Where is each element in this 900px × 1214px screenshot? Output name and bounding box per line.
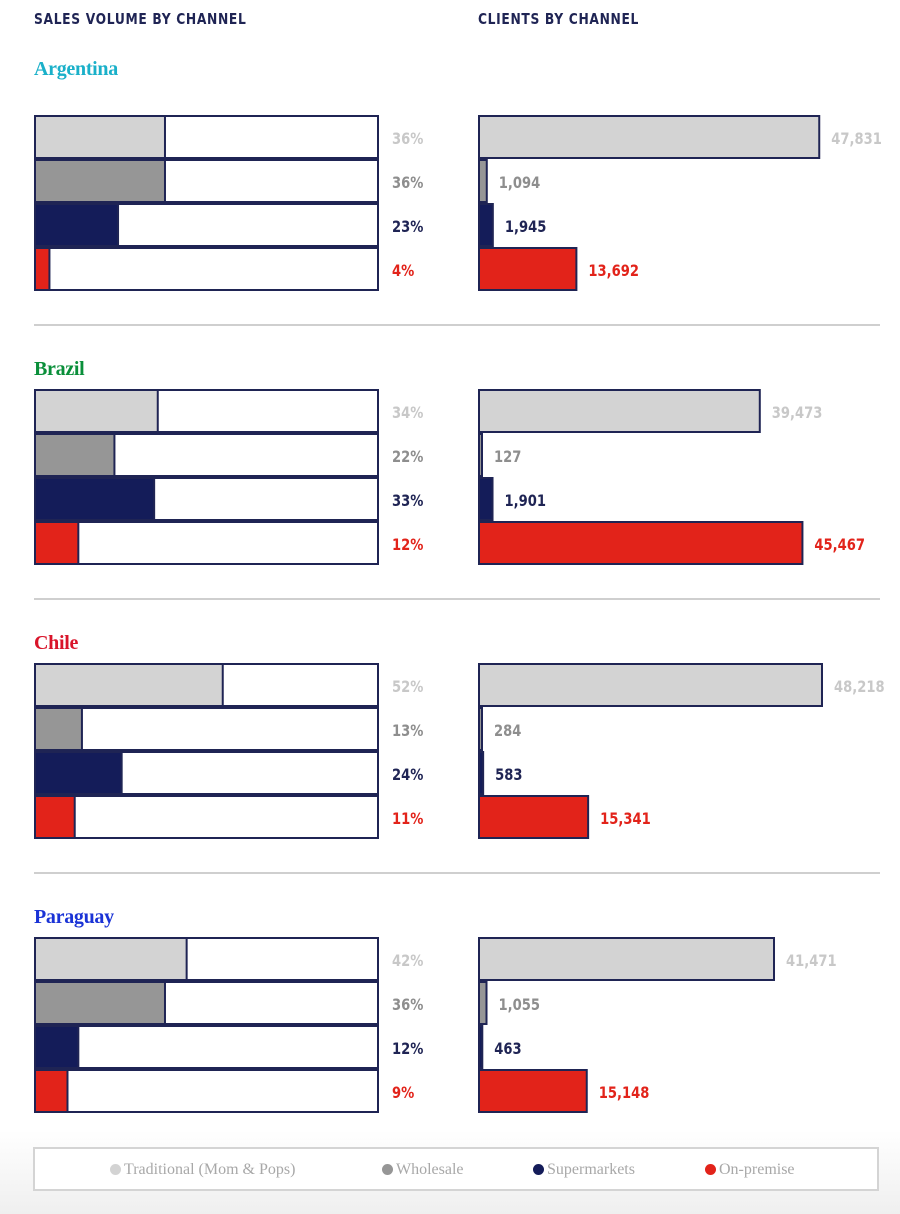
sales-bar-frame-argentina-on-premise (34, 247, 379, 291)
clients-bar-brazil-on-premise (478, 521, 804, 565)
sales-bar-brazil-traditional (34, 389, 159, 433)
sales-bar-frame-chile-on-premise (34, 795, 379, 839)
sales-bar-frame-chile-wholesale (34, 707, 379, 751)
sales-label-brazil-on-premise: 12% (392, 536, 424, 555)
legend-item-on-premise: On-premise (705, 1161, 795, 1179)
sales-bar-frame-brazil-on-premise (34, 521, 379, 565)
clients-bar-paraguay-on-premise (478, 1069, 588, 1113)
clients-label-chile-supermarkets: 583 (495, 766, 522, 785)
sales-volume-header: SALES VOLUME BY CHANNEL (34, 10, 247, 28)
sales-bar-brazil-on-premise (34, 521, 80, 565)
legend-item-wholesale: Wholesale (382, 1161, 464, 1179)
clients-bar-brazil-traditional (478, 389, 761, 433)
clients-label-brazil-traditional: 39,473 (772, 404, 823, 423)
clients-label-brazil-wholesale: 127 (494, 448, 521, 467)
sales-label-chile-on-premise: 11% (392, 810, 424, 829)
legend-label-traditional: Traditional (Mom & Pops) (124, 1161, 296, 1178)
clients-bar-paraguay-wholesale (478, 981, 488, 1025)
legend-dot-traditional (110, 1164, 121, 1175)
clients-label-argentina-wholesale: 1,094 (499, 174, 540, 193)
sales-bar-brazil-wholesale (34, 433, 116, 477)
sales-bar-frame-paraguay-on-premise (34, 1069, 379, 1113)
sales-label-paraguay-wholesale: 36% (392, 996, 424, 1015)
clients-bar-chile-supermarkets (478, 751, 485, 795)
sales-label-paraguay-traditional: 42% (392, 952, 424, 971)
sales-label-argentina-traditional: 36% (392, 130, 424, 149)
sales-bar-chile-traditional (34, 663, 224, 707)
country-title-chile: Chile (34, 632, 78, 654)
country-title-paraguay: Paraguay (34, 906, 114, 928)
clients-bar-paraguay-supermarkets (478, 1025, 484, 1069)
sales-bar-argentina-on-premise (34, 247, 51, 291)
country-title-argentina: Argentina (34, 58, 118, 80)
clients-label-chile-traditional: 48,218 (834, 678, 885, 697)
sales-label-chile-supermarkets: 24% (392, 766, 424, 785)
clients-bar-paraguay-traditional (478, 937, 776, 981)
legend-dot-supermarkets (533, 1164, 544, 1175)
legend-item-traditional: Traditional (Mom & Pops) (110, 1161, 295, 1179)
legend: Traditional (Mom & Pops) Wholesale Super… (33, 1147, 879, 1191)
clients-bar-chile-traditional (478, 663, 823, 707)
clients-label-brazil-supermarkets: 1,901 (505, 492, 546, 511)
sales-bar-chile-supermarkets (34, 751, 123, 795)
clients-bar-argentina-traditional (478, 115, 821, 159)
sales-label-argentina-on-premise: 4% (392, 262, 415, 281)
clients-label-argentina-traditional: 47,831 (831, 130, 882, 149)
sales-bar-frame-paraguay-supermarkets (34, 1025, 379, 1069)
clients-bar-brazil-wholesale (478, 433, 483, 477)
sales-label-chile-wholesale: 13% (392, 722, 424, 741)
clients-label-paraguay-traditional: 41,471 (786, 952, 837, 971)
sales-bar-chile-on-premise (34, 795, 76, 839)
clients-label-brazil-on-premise: 45,467 (814, 536, 865, 555)
country-title-brazil: Brazil (34, 358, 85, 380)
clients-label-paraguay-on-premise: 15,148 (599, 1084, 650, 1103)
sales-label-argentina-wholesale: 36% (392, 174, 424, 193)
legend-label-wholesale: Wholesale (396, 1161, 464, 1178)
channel-chart: Argentina 36% 36% 23% 4% 47,831 1,094 1,945 13,6… (34, 58, 885, 1113)
sales-bar-argentina-supermarkets (34, 203, 120, 247)
clients-bar-chile-wholesale (478, 707, 483, 751)
sales-label-paraguay-on-premise: 9% (392, 1084, 415, 1103)
clients-label-argentina-on-premise: 13,692 (588, 262, 639, 281)
clients-header: CLIENTS BY CHANNEL (478, 10, 640, 28)
clients-bar-argentina-supermarkets (478, 203, 494, 247)
sales-bar-paraguay-supermarkets (34, 1025, 80, 1069)
sales-bar-chile-wholesale (34, 707, 83, 751)
clients-bar-chile-on-premise (478, 795, 590, 839)
sales-bar-paraguay-on-premise (34, 1069, 69, 1113)
clients-label-argentina-supermarkets: 1,945 (505, 218, 546, 237)
legend-item-supermarkets: Supermarkets (533, 1161, 635, 1179)
legend-dot-on-premise (705, 1164, 716, 1175)
clients-bar-argentina-on-premise (478, 247, 578, 291)
sales-label-brazil-wholesale: 22% (392, 448, 424, 467)
sales-bar-brazil-supermarkets (34, 477, 156, 521)
sales-bar-paraguay-traditional (34, 937, 188, 981)
legend-label-supermarkets: Supermarkets (547, 1161, 635, 1178)
sales-label-brazil-supermarkets: 33% (392, 492, 424, 511)
sales-label-paraguay-supermarkets: 12% (392, 1040, 424, 1059)
clients-label-chile-wholesale: 284 (494, 722, 521, 741)
clients-bar-argentina-wholesale (478, 159, 488, 203)
legend-label-on-premise: On-premise (719, 1161, 795, 1178)
sales-label-chile-traditional: 52% (392, 678, 424, 697)
legend-dot-wholesale (382, 1164, 393, 1175)
clients-label-paraguay-supermarkets: 463 (494, 1040, 521, 1059)
sales-label-argentina-supermarkets: 23% (392, 218, 424, 237)
clients-bar-brazil-supermarkets (478, 477, 494, 521)
sales-label-brazil-traditional: 34% (392, 404, 424, 423)
clients-label-paraguay-wholesale: 1,055 (499, 996, 540, 1015)
clients-label-chile-on-premise: 15,341 (600, 810, 651, 829)
sales-bar-argentina-wholesale (34, 159, 166, 203)
sales-bar-paraguay-wholesale (34, 981, 166, 1025)
sales-bar-argentina-traditional (34, 115, 166, 159)
